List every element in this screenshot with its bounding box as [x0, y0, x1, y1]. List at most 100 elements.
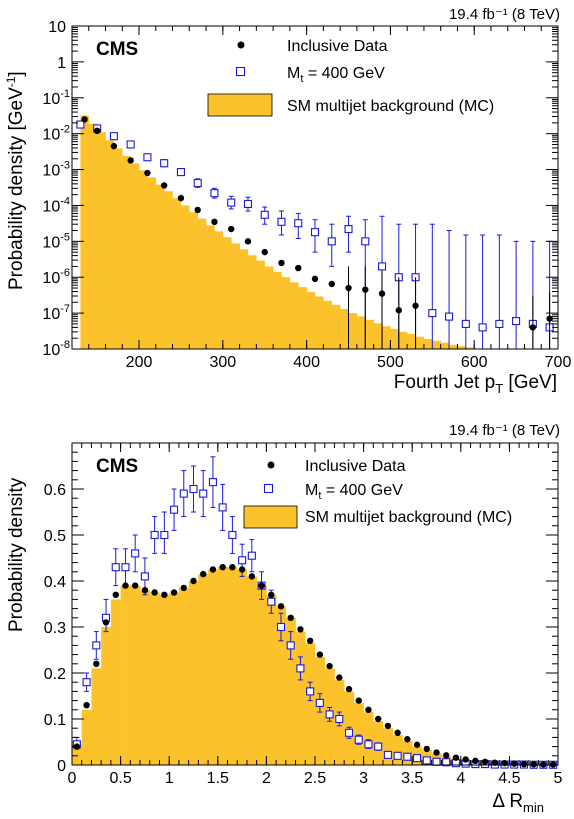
- data-point: [131, 582, 139, 589]
- background-bar: [159, 594, 170, 765]
- data-point: [144, 169, 151, 177]
- signal-point: [160, 530, 169, 540]
- background-bar: [383, 728, 394, 765]
- background-bar: [72, 744, 83, 765]
- data-point: [297, 626, 304, 633]
- signal-point: [422, 756, 431, 765]
- background-bar: [198, 574, 209, 765]
- y-tick-label: 1: [57, 55, 66, 72]
- legend-background-swatch: [207, 93, 273, 117]
- y-tick-label: 0.6: [44, 482, 66, 499]
- data-point: [345, 284, 352, 292]
- data-point: [93, 127, 101, 135]
- background-bar: [113, 148, 123, 349]
- signal-point: [227, 198, 236, 207]
- signal-point: [344, 728, 354, 737]
- background-bar: [169, 592, 180, 765]
- data-point: [211, 218, 218, 226]
- data-point: [170, 589, 178, 596]
- background-bar: [340, 309, 349, 349]
- signal-point: [442, 758, 451, 767]
- data-point: [229, 564, 236, 571]
- background-bar: [373, 323, 383, 349]
- background-bar: [264, 266, 274, 349]
- legend-background-label: SM multijet background (MC): [305, 509, 512, 526]
- background-histogram: [72, 567, 559, 765]
- data-point: [443, 752, 450, 759]
- axis-ticks: 0 0.5 1 1.5 2 2.5 3 3.5 4 4.5 5 0 0.1 0.2 0.3 0.4 0.5 0.6: [44, 442, 563, 787]
- signal-point: [150, 530, 159, 540]
- background-bar: [315, 296, 324, 349]
- data-point: [326, 662, 333, 670]
- signal-point: [428, 309, 437, 318]
- signal-point: [199, 489, 208, 498]
- y-tick-label: 10-4: [42, 195, 70, 215]
- signal-point: [325, 710, 334, 719]
- signal-point: [131, 549, 140, 558]
- data-point: [209, 566, 217, 573]
- data-point: [161, 591, 168, 598]
- signal-point: [126, 140, 135, 149]
- background-bar: [276, 606, 287, 765]
- data-point: [306, 637, 314, 644]
- x-tick-label: 400: [293, 354, 320, 371]
- y-tick-label: 0.4: [44, 574, 66, 591]
- signal-point: [82, 678, 91, 687]
- x-tick-label: 2.5: [304, 770, 326, 787]
- signal-point: [267, 597, 276, 606]
- signal-point: [377, 262, 387, 271]
- background-bar: [247, 255, 257, 349]
- legend-data-marker: [267, 461, 275, 469]
- background-bar: [231, 243, 240, 349]
- data-point: [316, 651, 324, 658]
- signal-point: [276, 622, 286, 632]
- panel-delta-r-min: 0 0.5 1 1.5 2 2.5 3 3.5 4 4.5 5 0 0.1 0.2 0.3 0.4 0.5 0.6…: [6, 422, 563, 815]
- y-tick-label: 10-2: [42, 124, 70, 144]
- y-tick-label: 10-3: [42, 160, 70, 180]
- x-tick-label: 4.5: [498, 770, 520, 787]
- data-point: [277, 603, 285, 610]
- data-point: [295, 264, 302, 272]
- x-tick-label: 0: [68, 770, 77, 787]
- y-tick-label: 10-6: [42, 267, 70, 287]
- x-tick-label: 3.5: [401, 770, 423, 787]
- legend-background-label: SM multijet background (MC): [287, 98, 494, 115]
- data-point: [311, 275, 319, 283]
- data-point: [200, 570, 207, 578]
- signal-point: [286, 641, 295, 650]
- legend-signal-label: Mt = 400 GeV: [305, 482, 403, 502]
- data-point: [336, 674, 343, 681]
- data-point: [374, 715, 382, 723]
- background-bar: [206, 225, 215, 349]
- background-bar: [147, 177, 157, 349]
- legend: Inclusive Data Mt = 400 GeV SM multijet …: [207, 38, 494, 117]
- signal-point: [260, 210, 269, 219]
- signal-point: [238, 556, 247, 565]
- background-bar: [432, 340, 441, 349]
- data-point: [413, 741, 421, 748]
- lumi-label: 19.4 fb⁻¹ (8 TeV): [449, 422, 560, 439]
- data-point: [177, 194, 185, 202]
- background-bar: [256, 260, 266, 349]
- y-tick-label: 0.5: [44, 528, 66, 545]
- data-point: [287, 614, 294, 621]
- data-point: [81, 116, 88, 123]
- data-point: [378, 290, 386, 297]
- background-bar: [105, 140, 115, 349]
- background-bar: [122, 155, 131, 349]
- legend-signal-marker: [235, 66, 246, 77]
- background-bar: [465, 347, 475, 349]
- background-bar: [217, 567, 228, 765]
- data-point: [365, 706, 372, 713]
- y-tick-label: 0: [57, 758, 66, 775]
- data-point: [110, 142, 118, 150]
- data-point: [491, 759, 499, 766]
- background-bar: [449, 344, 458, 349]
- signal-point: [354, 735, 363, 744]
- data-series: [81, 116, 553, 349]
- cms-label: CMS: [96, 39, 138, 60]
- background-bar: [91, 668, 102, 765]
- lumi-label: 19.4 fb⁻¹ (8 TeV): [449, 6, 560, 23]
- x-tick-label: 600: [461, 354, 488, 371]
- data-point: [530, 761, 537, 768]
